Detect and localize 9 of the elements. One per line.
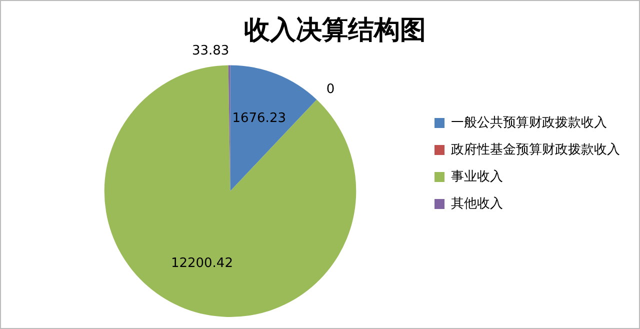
data-label: 33.83	[192, 44, 230, 59]
legend-label: 其他收入	[451, 196, 503, 212]
chart-title: 收入决算结构图	[244, 15, 426, 46]
legend-label: 一般公共预算财政拨款收入	[451, 115, 607, 130]
legend-label: 事业收入	[451, 169, 503, 184]
legend-label: 政府性基金预算财政拨款收入	[451, 141, 620, 158]
data-label: 1676.23	[232, 110, 286, 126]
data-label: 12200.42	[170, 256, 233, 272]
text: 0	[326, 82, 335, 97]
